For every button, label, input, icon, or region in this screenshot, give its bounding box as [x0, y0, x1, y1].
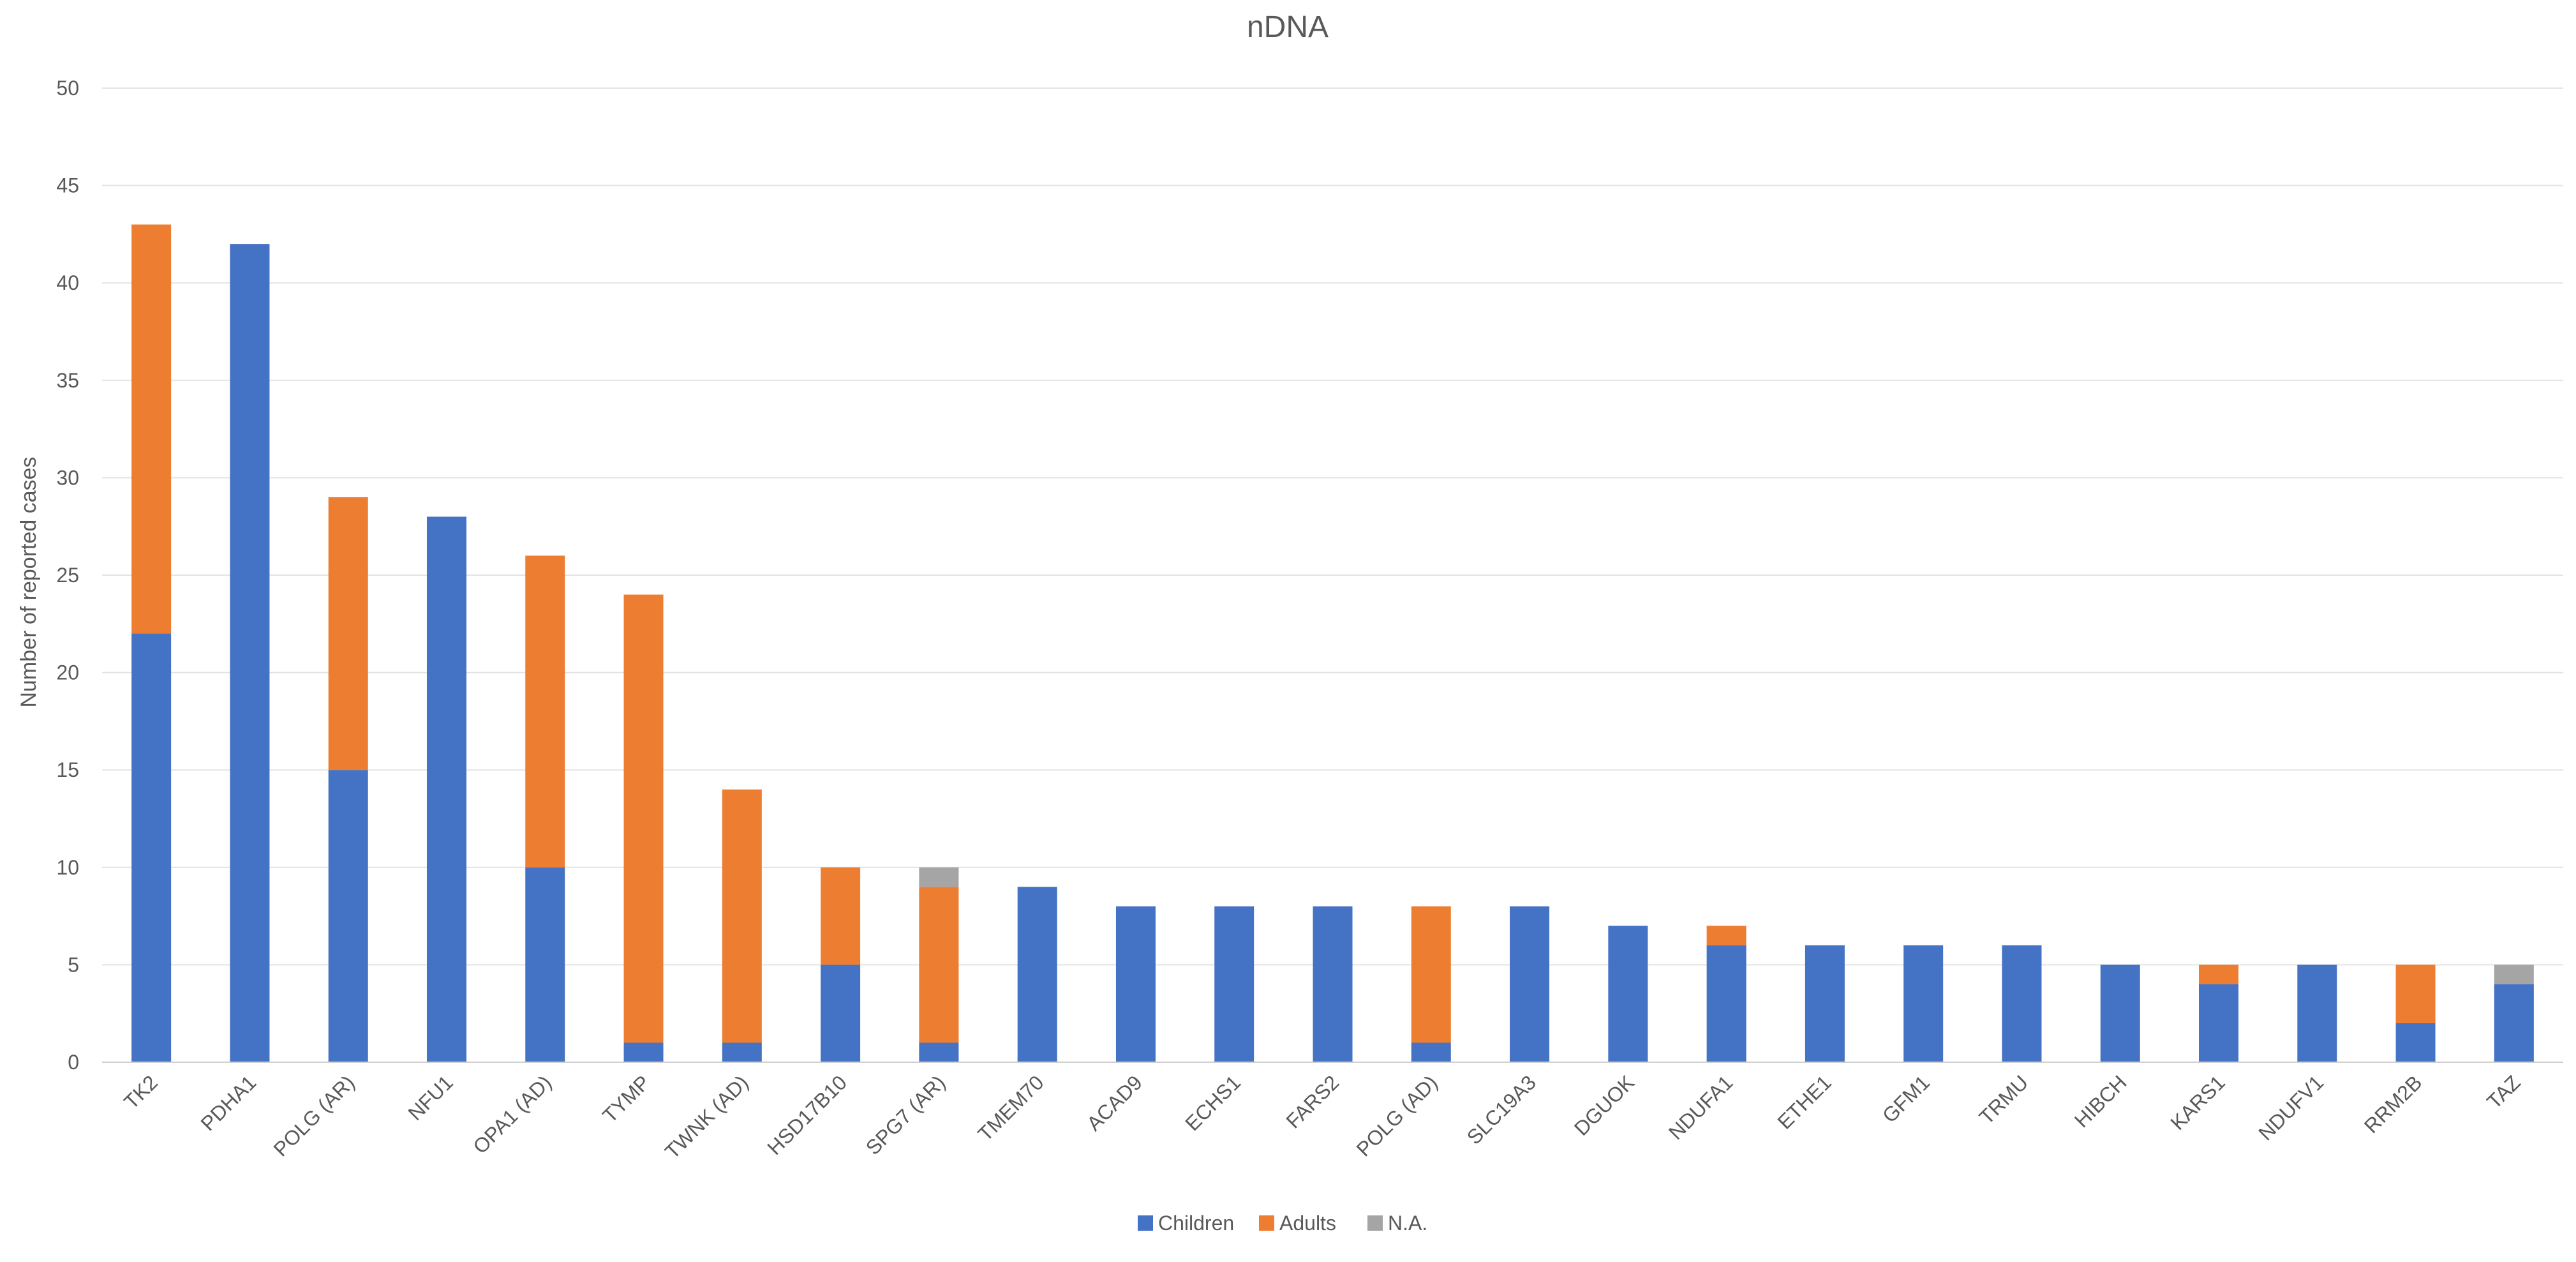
- bar-children-hibch: [2100, 965, 2140, 1062]
- bar-adults-opa1-ad-: [525, 555, 565, 868]
- bars: [131, 224, 2534, 1062]
- bar-adults-hsd17b10: [821, 867, 861, 965]
- x-tick-label: ACAD9: [1082, 1070, 1147, 1135]
- bar-children-ndufv1: [2297, 965, 2337, 1062]
- y-tick-label: 5: [68, 953, 79, 976]
- bar-children-echs1: [1214, 906, 1254, 1062]
- bar-children-tymp: [623, 1042, 664, 1062]
- x-tick-label: PDHA1: [196, 1070, 260, 1135]
- bar-na-taz: [2494, 965, 2534, 984]
- y-axis-label: Number of reported cases: [17, 456, 41, 707]
- bar-na-spg7-ar-: [919, 867, 959, 887]
- x-tick-label: KARS1: [2166, 1070, 2230, 1134]
- x-tick-label: OPA1 (AD): [468, 1070, 556, 1158]
- y-tick-label: 50: [56, 77, 79, 100]
- bar-children-ethe1: [1805, 945, 1845, 1062]
- x-tick-label: TK2: [119, 1070, 162, 1113]
- x-tick-label: NFU1: [403, 1070, 458, 1125]
- x-tick-label: HIBCH: [2070, 1070, 2131, 1132]
- bar-adults-twnk-ad-: [722, 789, 762, 1043]
- bar-adults-spg7-ar-: [919, 887, 959, 1043]
- x-tick-label: TYMP: [598, 1070, 654, 1127]
- bar-adults-polg-ar-: [328, 497, 368, 770]
- y-tick-label: 15: [56, 758, 79, 781]
- y-axis-ticks: 0 5 10 15 20 25 30 35 40 45 50: [56, 77, 79, 1074]
- y-tick-label: 35: [56, 369, 79, 392]
- y-tick-label: 20: [56, 661, 79, 684]
- legend-swatch-children: [1138, 1215, 1153, 1231]
- gridlines: [102, 87, 2563, 966]
- legend-swatch-na: [1367, 1215, 1383, 1231]
- x-tick-label: ECHS1: [1180, 1070, 1245, 1135]
- x-tick-label: POLG (AR): [269, 1070, 359, 1161]
- bar-adults-polg-ad-: [1411, 906, 1451, 1043]
- x-tick-label: TMEM70: [973, 1070, 1048, 1145]
- x-tick-label: TRMU: [1975, 1070, 2033, 1129]
- x-tick-label: NDUFV1: [2254, 1070, 2328, 1145]
- bar-children-gfm1: [1903, 945, 1944, 1062]
- legend: Children Adults N.A.: [1138, 1212, 1427, 1235]
- bar-children-polg-ar-: [328, 770, 368, 1062]
- bar-children-acad9: [1115, 906, 1156, 1062]
- bar-children-rrm2b: [2395, 1023, 2436, 1062]
- x-axis-ticks: TK2 PDHA1 POLG (AR) NFU1 OPA1 (AD) TYMP TWNK (…: [119, 1070, 2525, 1163]
- legend-label: Children: [1158, 1212, 1234, 1235]
- x-tick-label: TWNK (AD): [660, 1070, 753, 1163]
- bar-children-tmem70: [1017, 887, 1057, 1062]
- bar-adults-rrm2b: [2395, 965, 2436, 1023]
- x-tick-label: TAZ: [2482, 1070, 2525, 1113]
- y-tick-label: 10: [56, 856, 79, 879]
- legend-label: Adults: [1279, 1212, 1336, 1235]
- x-tick-label: SPG7 (AR): [861, 1070, 950, 1159]
- y-tick-label: 25: [56, 564, 79, 587]
- bar-children-slc19a3: [1510, 906, 1550, 1062]
- x-tick-label: NDUFA1: [1664, 1070, 1738, 1144]
- bar-children-hsd17b10: [821, 965, 861, 1062]
- bar-children-spg7-ar-: [919, 1042, 959, 1062]
- bar-children-twnk-ad-: [722, 1042, 762, 1062]
- bar-children-ndufa1: [1706, 945, 1746, 1062]
- y-tick-label: 0: [68, 1051, 79, 1074]
- bar-adults-kars1: [2199, 965, 2239, 984]
- bar-children-nfu1: [426, 516, 466, 1062]
- bar-adults-tk2: [131, 224, 172, 634]
- y-tick-label: 45: [56, 174, 79, 197]
- x-tick-label: RRM2B: [2360, 1070, 2427, 1138]
- x-tick-label: SLC19A3: [1463, 1070, 1540, 1148]
- bar-children-fars2: [1313, 906, 1353, 1062]
- legend-label: N.A.: [1388, 1212, 1427, 1235]
- legend-swatch-adults: [1259, 1215, 1274, 1231]
- y-tick-label: 30: [56, 466, 79, 489]
- x-tick-label: POLG (AD): [1352, 1070, 1442, 1161]
- x-tick-label: HSD17B10: [763, 1070, 851, 1159]
- bar-children-tk2: [131, 633, 172, 1062]
- x-tick-label: FARS2: [1281, 1070, 1343, 1132]
- bar-children-trmu: [2002, 945, 2042, 1062]
- chart-title: nDNA: [1247, 10, 1329, 44]
- bar-children-dguok: [1608, 926, 1648, 1062]
- x-tick-label: GFM1: [1878, 1070, 1934, 1127]
- bar-children-polg-ad-: [1411, 1042, 1451, 1062]
- bar-children-kars1: [2199, 984, 2239, 1062]
- bar-children-opa1-ad-: [525, 867, 565, 1062]
- x-tick-label: DGUOK: [1570, 1070, 1639, 1139]
- bar-adults-tymp: [623, 594, 664, 1043]
- y-tick-label: 40: [56, 271, 79, 294]
- x-tick-label: ETHE1: [1773, 1070, 1835, 1133]
- bar-adults-ndufa1: [1706, 926, 1746, 945]
- bar-children-taz: [2494, 984, 2534, 1062]
- bar-children-pdha1: [230, 244, 270, 1062]
